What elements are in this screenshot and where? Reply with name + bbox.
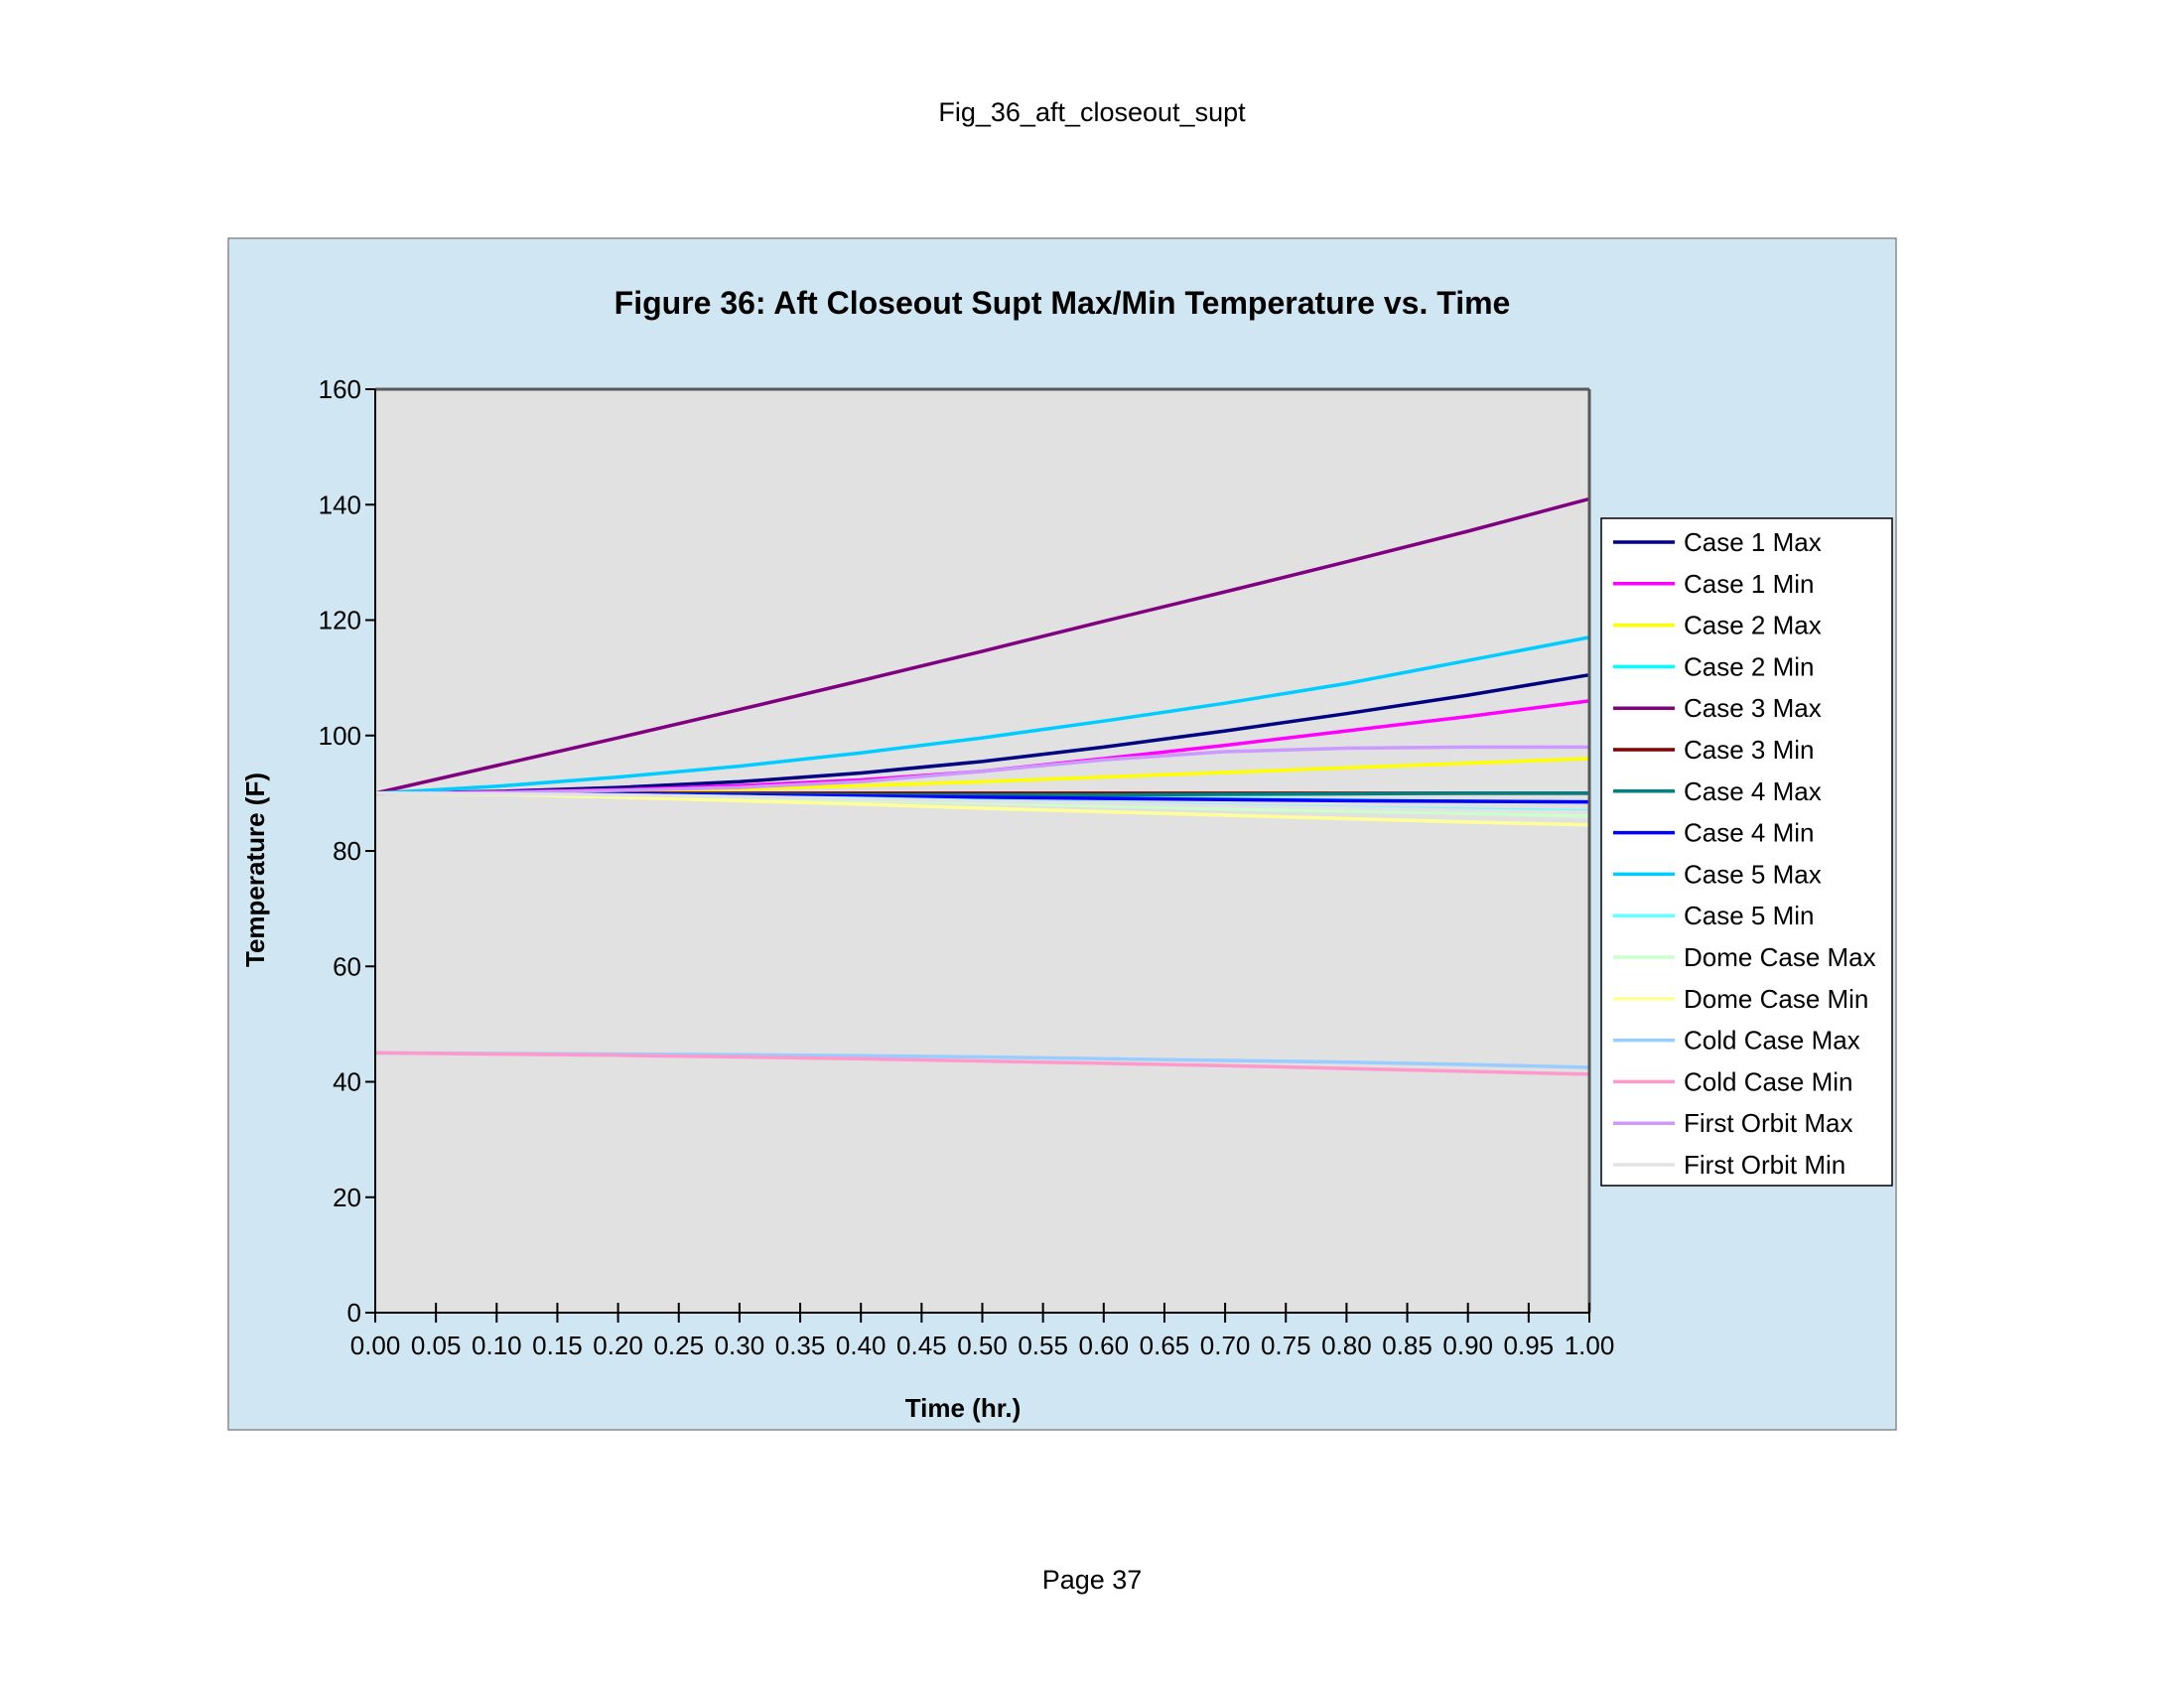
- y-tick-label: 60: [333, 951, 361, 981]
- x-tick-label: 0.30: [715, 1331, 765, 1360]
- x-tick-label: 0.00: [350, 1331, 401, 1360]
- x-tick-label: 0.25: [653, 1331, 704, 1360]
- y-tick-label: 140: [319, 490, 361, 519]
- y-tick-label: 100: [319, 721, 361, 751]
- legend-label: Cold Case Min: [1684, 1066, 1853, 1096]
- legend-label: Dome Case Max: [1684, 942, 1876, 972]
- legend-label: Case 3 Max: [1684, 693, 1822, 723]
- plot-area: [375, 389, 1589, 1313]
- x-tick-label: 0.05: [411, 1331, 462, 1360]
- legend-label: Dome Case Min: [1684, 984, 1868, 1014]
- x-tick-label: 0.50: [957, 1331, 1008, 1360]
- series-group: [374, 496, 1590, 1076]
- x-tick-label: 0.95: [1504, 1331, 1555, 1360]
- legend-label: Case 5 Min: [1684, 901, 1815, 930]
- legend-label: Case 2 Max: [1684, 611, 1822, 640]
- legend-label: Case 4 Min: [1684, 818, 1815, 848]
- x-tick-label: 0.80: [1321, 1331, 1372, 1360]
- axes-group: 0 20 40 60 80 100 120 140 160 0.00 0.05 0.10 0.15 0.2…: [319, 374, 1615, 1360]
- y-tick-label: 160: [319, 374, 361, 404]
- series-line-14: [374, 1051, 1590, 1076]
- x-tick-label: 0.60: [1078, 1331, 1129, 1360]
- y-tick-label: 20: [333, 1183, 361, 1212]
- series-line-16: [374, 791, 1590, 814]
- y-tick-label: 120: [319, 606, 361, 635]
- y-tick-label: 40: [333, 1067, 361, 1097]
- x-tick-label: 0.40: [836, 1331, 887, 1360]
- x-tick-label: 0.90: [1442, 1331, 1493, 1360]
- x-tick-label: 0.55: [1018, 1331, 1068, 1360]
- legend: Case 1 Max Case 1 Min Case 2 Max Case 2 Min…: [1600, 517, 1893, 1187]
- x-tick-label: 0.20: [593, 1331, 643, 1360]
- legend-label: First Orbit Min: [1684, 1150, 1845, 1180]
- x-tick-label: 0.45: [896, 1331, 947, 1360]
- legend-label: Case 4 Max: [1684, 776, 1822, 806]
- legend-label: First Orbit Max: [1684, 1108, 1852, 1138]
- legend-label: Case 2 Min: [1684, 651, 1815, 681]
- x-tick-label: 0.10: [472, 1331, 522, 1360]
- y-tick-label: 80: [333, 836, 361, 866]
- page-footer: Page 37: [1041, 1565, 1143, 1595]
- x-axis-label: Time (hr.): [905, 1393, 1022, 1423]
- x-tick-label: 1.00: [1565, 1331, 1615, 1360]
- x-tick-label: 0.75: [1261, 1331, 1311, 1360]
- y-axis-label: Temperature (F): [240, 773, 270, 967]
- legend-label: Case 1 Min: [1684, 569, 1815, 599]
- x-tick-label: 0.35: [775, 1331, 826, 1360]
- y-tick-label: 0: [347, 1298, 361, 1328]
- legend-label: Case 5 Max: [1684, 859, 1822, 889]
- legend-label: Case 1 Max: [1684, 527, 1822, 557]
- series-line-15: [374, 745, 1589, 795]
- series-line-5: [374, 496, 1590, 795]
- chart-title: Figure 36: Aft Closeout Supt Max/Min Tem…: [614, 285, 1511, 321]
- x-tick-label: 0.15: [532, 1331, 583, 1360]
- legend-label: Case 3 Min: [1684, 735, 1815, 765]
- x-tick-label: 0.65: [1140, 1331, 1190, 1360]
- x-tick-label: 0.85: [1382, 1331, 1433, 1360]
- page-header: Fig_36_aft_closeout_supt: [938, 97, 1246, 127]
- legend-box: [1600, 517, 1893, 1187]
- series-line-9: [374, 635, 1590, 795]
- legend-label: Cold Case Max: [1684, 1026, 1860, 1055]
- x-tick-label: 0.70: [1200, 1331, 1251, 1360]
